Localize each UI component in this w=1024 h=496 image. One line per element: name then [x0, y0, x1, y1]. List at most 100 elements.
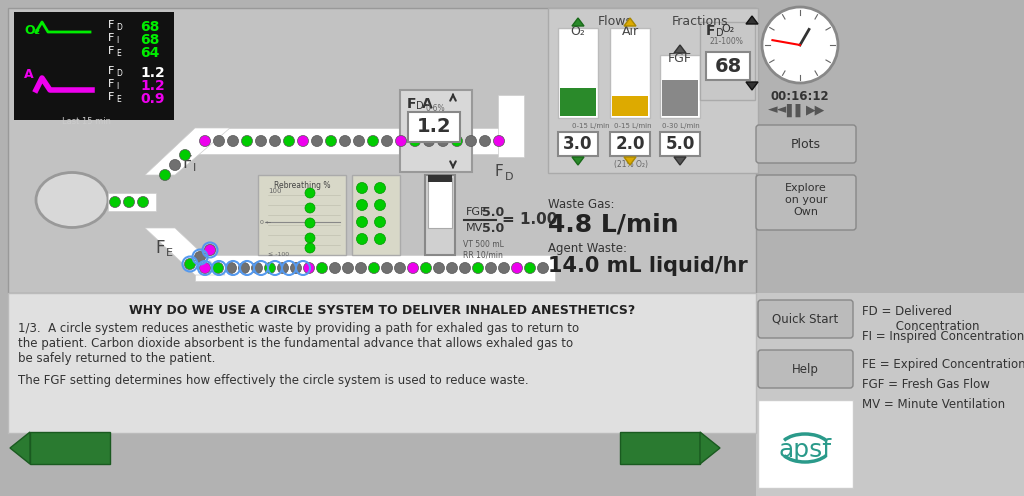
Text: D: D: [416, 101, 424, 111]
Text: Plots: Plots: [791, 137, 821, 150]
Text: WHY DO WE USE A CIRCLE SYSTEM TO DELIVER INHALED ANESTHETICS?: WHY DO WE USE A CIRCLE SYSTEM TO DELIVER…: [129, 304, 635, 317]
Text: MV: MV: [466, 223, 483, 233]
Bar: [560, 88, 596, 116]
Text: = 1.00: = 1.00: [502, 212, 557, 228]
Bar: [610, 28, 650, 118]
Text: Back: Back: [56, 441, 94, 455]
Polygon shape: [10, 432, 30, 464]
Text: FE = Expired Concentration: FE = Expired Concentration: [862, 358, 1024, 371]
Bar: [425, 175, 455, 255]
Text: 1.2: 1.2: [417, 118, 452, 136]
Text: 5.0: 5.0: [666, 135, 694, 153]
Bar: [498, 95, 524, 157]
Text: I: I: [116, 82, 118, 91]
Circle shape: [305, 203, 315, 213]
Circle shape: [762, 7, 838, 83]
Text: D: D: [505, 172, 513, 182]
Text: 0.9: 0.9: [140, 92, 165, 106]
Polygon shape: [572, 18, 584, 26]
Text: RR 10/min: RR 10/min: [463, 250, 503, 259]
Circle shape: [110, 196, 121, 207]
Circle shape: [433, 262, 444, 273]
Text: ▌▌: ▌▌: [786, 103, 806, 117]
Text: F: F: [706, 24, 716, 38]
Text: (21% O₂): (21% O₂): [614, 160, 648, 169]
Text: 0 ←: 0 ←: [260, 220, 271, 225]
Circle shape: [368, 135, 379, 146]
Text: FD = Delivered
         Concentration: FD = Delivered Concentration: [862, 305, 980, 333]
Circle shape: [316, 262, 328, 273]
Circle shape: [284, 135, 295, 146]
Text: FGF: FGF: [466, 207, 487, 217]
Bar: [758, 400, 853, 488]
Text: Help: Help: [792, 363, 818, 375]
Text: FGF: FGF: [668, 52, 692, 65]
Polygon shape: [674, 157, 686, 165]
Circle shape: [369, 262, 380, 273]
Bar: [8, 8, 756, 293]
Circle shape: [499, 262, 510, 273]
Text: VT 500 mL: VT 500 mL: [463, 240, 504, 249]
Circle shape: [466, 135, 476, 146]
Ellipse shape: [36, 173, 108, 228]
Text: 00:16:12: 00:16:12: [771, 90, 829, 103]
Circle shape: [382, 262, 392, 273]
Text: 1.2: 1.2: [140, 79, 165, 93]
Text: Waste Gas:: Waste Gas:: [548, 198, 614, 211]
Text: O₂: O₂: [24, 24, 40, 37]
Text: 68: 68: [140, 20, 160, 34]
Circle shape: [278, 262, 289, 273]
Circle shape: [479, 135, 490, 146]
Text: Continue: Continue: [620, 441, 690, 455]
Text: be safely returned to the patient.: be safely returned to the patient.: [18, 352, 215, 365]
Circle shape: [375, 234, 385, 245]
Circle shape: [179, 149, 190, 161]
Text: 100: 100: [268, 188, 282, 194]
Text: Fractions: Fractions: [672, 15, 728, 28]
Polygon shape: [674, 45, 686, 53]
Circle shape: [395, 135, 407, 146]
Circle shape: [184, 258, 196, 269]
Circle shape: [356, 183, 368, 193]
Text: the patient. Carbon dioxide absorbent is the fundamental advance that allows exh: the patient. Carbon dioxide absorbent is…: [18, 337, 573, 350]
Text: I: I: [193, 163, 197, 173]
Text: F: F: [182, 154, 191, 172]
Circle shape: [305, 233, 315, 243]
Bar: [428, 175, 452, 182]
Text: 5.0: 5.0: [482, 205, 504, 219]
Text: 1.2: 1.2: [140, 66, 165, 80]
Circle shape: [227, 135, 239, 146]
Text: D: D: [116, 69, 122, 78]
Text: 64: 64: [140, 46, 160, 60]
Text: F: F: [407, 97, 417, 111]
Circle shape: [353, 135, 365, 146]
Circle shape: [252, 262, 262, 273]
Circle shape: [494, 135, 505, 146]
Text: Flows: Flows: [597, 15, 633, 28]
Circle shape: [200, 262, 211, 273]
Text: apsf: apsf: [778, 438, 831, 462]
Circle shape: [311, 135, 323, 146]
Circle shape: [225, 262, 237, 273]
Circle shape: [305, 243, 315, 253]
Circle shape: [424, 135, 434, 146]
Text: D: D: [716, 28, 724, 38]
Bar: [408, 112, 460, 142]
Circle shape: [340, 135, 350, 146]
Circle shape: [356, 216, 368, 228]
Circle shape: [298, 135, 308, 146]
Text: Last 15 min: Last 15 min: [62, 117, 112, 126]
Text: Air: Air: [622, 25, 639, 38]
Bar: [620, 432, 700, 464]
Text: 21-100%: 21-100%: [710, 37, 743, 46]
Text: 3.0: 3.0: [563, 135, 593, 153]
Text: A: A: [422, 97, 433, 111]
Text: 0-30 L/min: 0-30 L/min: [662, 123, 699, 129]
Circle shape: [264, 262, 275, 273]
Text: 1/3.  A circle system reduces anesthetic waste by providing a path for exhaled g: 1/3. A circle system reduces anesthetic …: [18, 322, 580, 335]
Text: Rebreathing %: Rebreathing %: [273, 181, 331, 190]
Circle shape: [256, 135, 266, 146]
Circle shape: [382, 135, 392, 146]
Circle shape: [452, 135, 463, 146]
FancyBboxPatch shape: [758, 350, 853, 388]
